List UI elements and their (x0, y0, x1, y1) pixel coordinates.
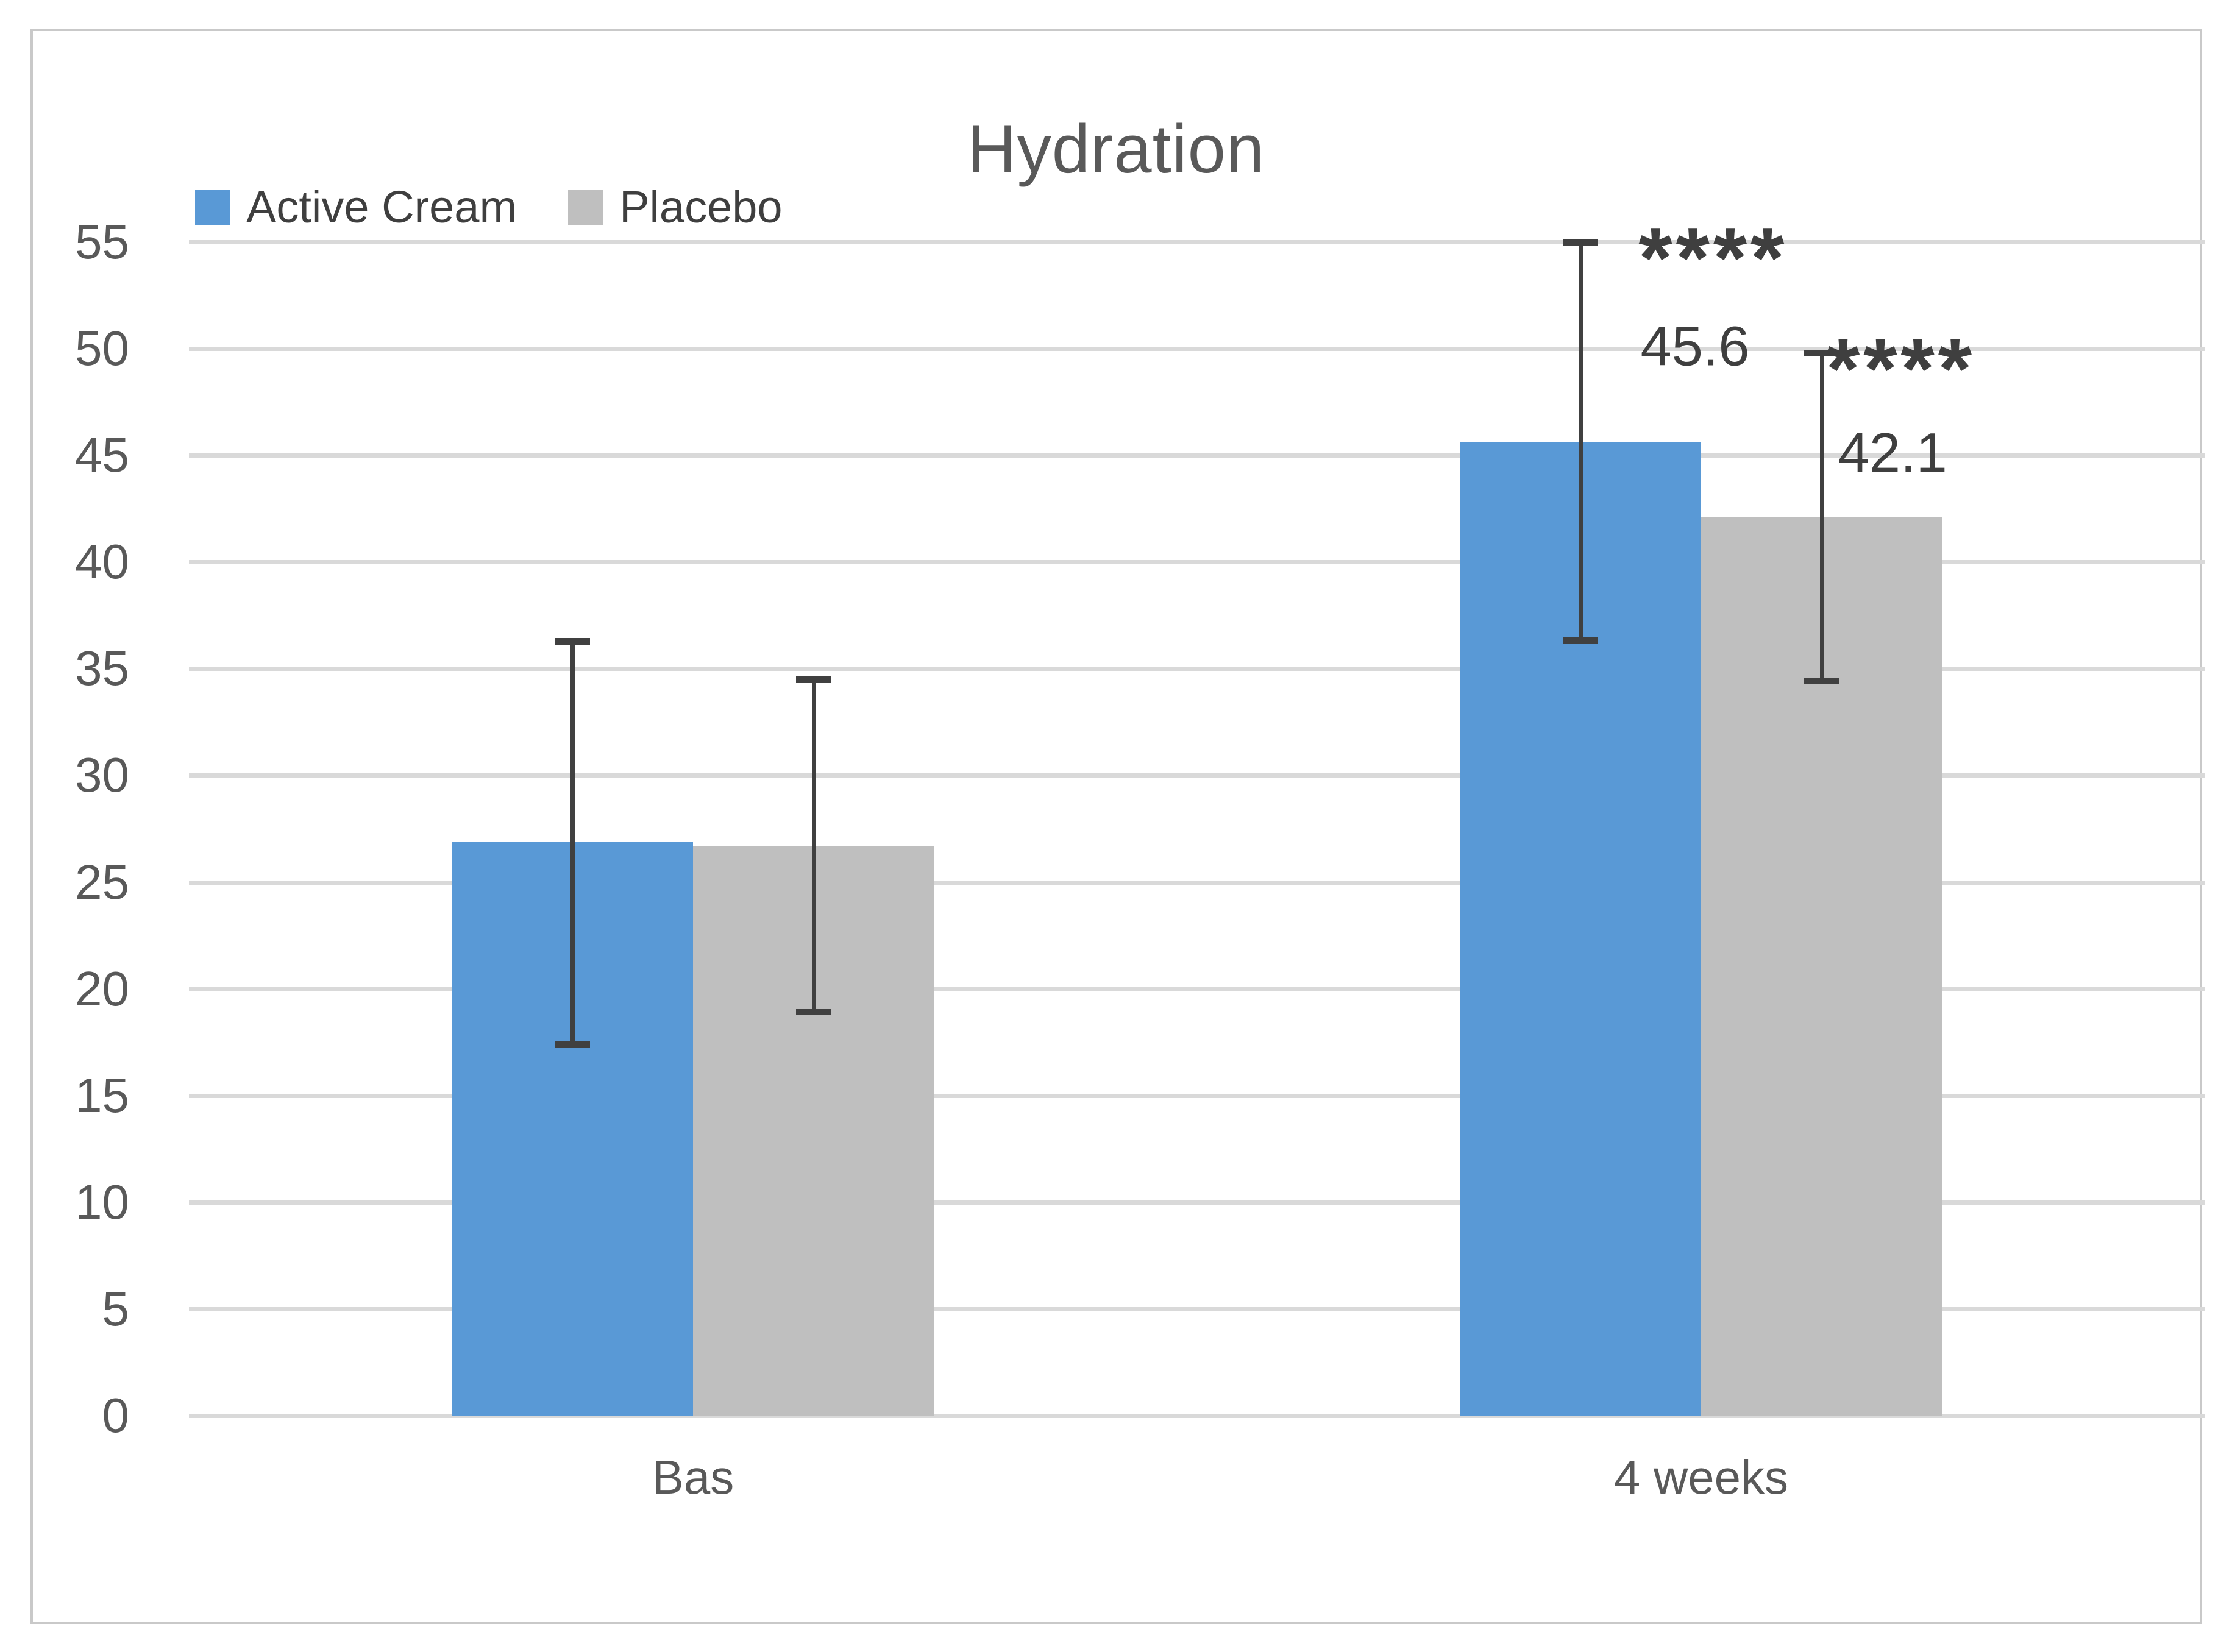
y-tick-label-30: 30 (75, 748, 129, 803)
legend-swatch-placebo (568, 190, 604, 225)
legend-label-placebo: Placebo (619, 182, 783, 232)
gridline-y-25 (189, 880, 2205, 885)
x-axis-label-0: Bas (652, 1450, 734, 1504)
gridline-y-50 (189, 347, 2205, 352)
error-bar-stem-1-1 (1819, 353, 1824, 682)
legend-item-active-cream: Active Cream (195, 185, 517, 230)
y-tick-label-15: 15 (75, 1068, 129, 1122)
gridline-y-40 (189, 560, 2205, 565)
y-tick-label-45: 45 (75, 428, 129, 483)
error-bar-stem-0-0 (570, 640, 575, 1044)
y-tick-label-40: 40 (75, 534, 129, 589)
y-tick-label-25: 25 (75, 854, 129, 909)
error-bar-cap-top-1-1 (1804, 350, 1839, 357)
annotation-stars-2: **** (1825, 320, 1976, 417)
y-tick-label-55: 55 (75, 214, 129, 269)
y-tick-label-10: 10 (75, 1174, 129, 1229)
annotation-value-1: 45.6 (1640, 315, 1750, 378)
error-bar-stem-1-0 (811, 679, 816, 1013)
gridline-y-0 (189, 1414, 2205, 1418)
error-bar-cap-bottom-0-1 (1563, 637, 1598, 644)
error-bar-cap-top-1-0 (796, 676, 831, 683)
gridline-y-30 (189, 773, 2205, 778)
legend: Active Cream Placebo (195, 182, 783, 233)
annotation-stars-0: **** (1638, 209, 1788, 307)
annotation-value-3: 42.1 (1838, 422, 1947, 484)
error-bar-cap-top-0-1 (1563, 239, 1598, 246)
y-tick-label-35: 35 (75, 641, 129, 696)
gridline-y-20 (189, 987, 2205, 991)
legend-label-active-cream: Active Cream (246, 182, 517, 232)
chart-title: Hydration (967, 111, 1265, 187)
error-bar-cap-bottom-0-0 (555, 1040, 590, 1048)
gridline-y-10 (189, 1200, 2205, 1205)
y-tick-label-0: 0 (102, 1388, 130, 1442)
y-tick-label-20: 20 (75, 961, 129, 1016)
error-bar-cap-bottom-1-0 (796, 1009, 831, 1016)
error-bar-stem-0-1 (1578, 242, 1583, 641)
y-tick-label-50: 50 (75, 321, 129, 376)
gridline-y-45 (189, 453, 2205, 458)
gridline-y-5 (189, 1306, 2205, 1311)
legend-item-placebo: Placebo (568, 182, 783, 232)
gridline-y-55 (189, 240, 2205, 244)
x-axis-label-1: 4 weeks (1613, 1450, 1789, 1504)
legend-swatch-active-cream (195, 190, 230, 225)
gridline-y-35 (189, 667, 2205, 672)
gridline-y-15 (189, 1093, 2205, 1098)
y-tick-label-5: 5 (102, 1281, 130, 1336)
error-bar-cap-bottom-1-1 (1804, 678, 1839, 685)
error-bar-cap-top-0-0 (555, 637, 590, 645)
